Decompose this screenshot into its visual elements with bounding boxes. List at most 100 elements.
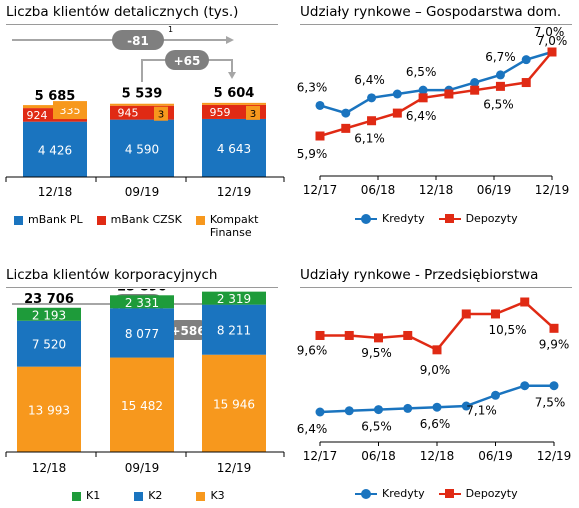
point-depozyty <box>520 297 530 307</box>
bar-value-label: 4 643 <box>217 142 251 156</box>
legend-label: K3 <box>210 489 225 502</box>
total-change-pill <box>112 30 164 50</box>
point-kredyty <box>315 407 325 417</box>
data-label: 7,0% <box>537 34 568 48</box>
point-kredyty <box>470 78 480 88</box>
recent-change-label: +65 <box>174 54 201 68</box>
point-kredyty <box>461 401 471 411</box>
households-line-chart: 12/17 06/18 12/18 06/19 12/19 6,3% 6,4% 6,5% 6,7… <box>297 26 570 197</box>
data-label: 9,9% <box>539 337 570 351</box>
legend-item-kompakt: Kompakt Finanse <box>195 213 270 239</box>
data-label: 6,1% <box>354 132 385 146</box>
point-depozyty <box>549 323 559 333</box>
bar-total-label: 23 706 <box>24 292 74 307</box>
data-label: 6,5% <box>483 97 514 111</box>
category-tick-label: 09/19 <box>125 461 160 475</box>
retail-legend: mBank PL mBank CZSK Kompakt Finanse <box>14 213 284 239</box>
data-label: 5,9% <box>297 147 328 161</box>
point-depozyty <box>491 309 500 319</box>
bar-value-label: 2 193 <box>32 308 66 322</box>
data-label: 6,4% <box>354 73 385 87</box>
enterprises-legend: Kredyty Depozyty <box>355 487 532 501</box>
point-kredyty <box>315 100 325 110</box>
legend-label: mBank CZSK <box>110 213 182 226</box>
recent-change-arrowhead <box>228 72 236 79</box>
data-label: 6,4% <box>297 422 328 436</box>
point-kredyty <box>432 402 442 412</box>
legend-item-kredyty: Kredyty <box>355 487 425 501</box>
data-label: 9,0% <box>420 363 451 377</box>
legend-label: Depozyty <box>465 212 518 225</box>
data-label: 7,5% <box>535 396 566 410</box>
legend-swatch <box>196 492 206 501</box>
legend-label: Depozyty <box>465 487 518 500</box>
x-tick-label: 12/18 <box>420 449 455 463</box>
legend-item-depozyty: Depozyty <box>438 487 518 501</box>
legend-item-mbank-pl: mBank PL <box>14 213 83 226</box>
bar-value-label: 8 211 <box>217 324 251 338</box>
point-depozyty <box>521 78 531 88</box>
point-depozyty <box>315 131 325 141</box>
bar-segment-kompakt-top <box>202 102 266 105</box>
x-tick-label: 06/18 <box>361 449 396 463</box>
bar-segment-kompakt <box>246 105 260 120</box>
point-depozyty <box>495 81 505 91</box>
bar-segment-k3 <box>202 354 266 452</box>
data-label: 9,5% <box>361 346 392 360</box>
legend-item-kredyty: Kredyty <box>355 212 425 226</box>
point-kredyty <box>374 405 383 415</box>
point-kredyty <box>367 93 377 103</box>
total-change-label: -81 <box>127 34 149 48</box>
bar-value-label: 959 <box>210 106 231 119</box>
point-kredyty <box>549 381 559 391</box>
point-kredyty <box>341 108 351 118</box>
bar-total-label: 5 539 <box>122 87 163 102</box>
point-kredyty <box>491 390 500 400</box>
point-depozyty <box>367 116 377 126</box>
bar-segment-k2 <box>17 320 81 367</box>
bar-value-label: 3 <box>158 110 164 121</box>
bar-segment-kompakt-top <box>110 103 174 106</box>
point-depozyty <box>432 345 442 355</box>
legend-line-swatch <box>438 212 461 226</box>
enterprises-title: Udziały rynkowe - Przedsiębiorstwa <box>300 267 539 283</box>
bar-value-label: 2 331 <box>125 296 159 310</box>
bar-segment-kompakt <box>154 106 168 121</box>
legend-label: Kredyty <box>382 212 425 225</box>
bar-segment-k1 <box>202 291 266 305</box>
bar-value-label: 4 590 <box>125 142 159 156</box>
bar-segment-k1 <box>110 295 174 309</box>
point-kredyty <box>520 381 530 391</box>
enterprises-title-rule <box>300 287 572 288</box>
legend-swatch <box>14 216 23 225</box>
bar-total-label: 5 604 <box>214 86 255 101</box>
point-depozyty <box>392 108 402 118</box>
bar-value-label: 15 946 <box>213 397 255 411</box>
point-depozyty <box>341 123 351 133</box>
bar-value-label: 7 520 <box>32 338 66 352</box>
bar-value-label: 4 426 <box>38 143 72 157</box>
bar-segment-kompakt-top <box>23 105 87 109</box>
series-line-depozyty <box>319 51 553 138</box>
data-label: 6,5% <box>361 420 392 434</box>
legend-item-k1: K1 <box>72 489 100 502</box>
point-depozyty <box>403 330 413 340</box>
bar-segment-k1 <box>17 307 81 321</box>
category-tick-label: 09/19 <box>125 185 160 196</box>
x-tick-label: 06/19 <box>477 183 512 197</box>
total-change-arrowhead <box>226 36 234 44</box>
x-tick-label: 12/18 <box>419 183 454 197</box>
legend-label: K1 <box>86 489 101 502</box>
point-depozyty <box>418 93 428 103</box>
bar-value-label: 945 <box>118 107 139 120</box>
legend-swatch <box>134 492 144 501</box>
series-line-kredyty <box>319 50 553 115</box>
retail-title-rule <box>6 24 278 25</box>
point-depozyty <box>315 330 325 340</box>
legend-label: mBank PL <box>28 213 83 226</box>
corporate-title: Liczba klientów korporacyjnych <box>6 267 218 283</box>
data-label: 6,3% <box>297 80 328 94</box>
point-depozyty <box>374 333 383 343</box>
